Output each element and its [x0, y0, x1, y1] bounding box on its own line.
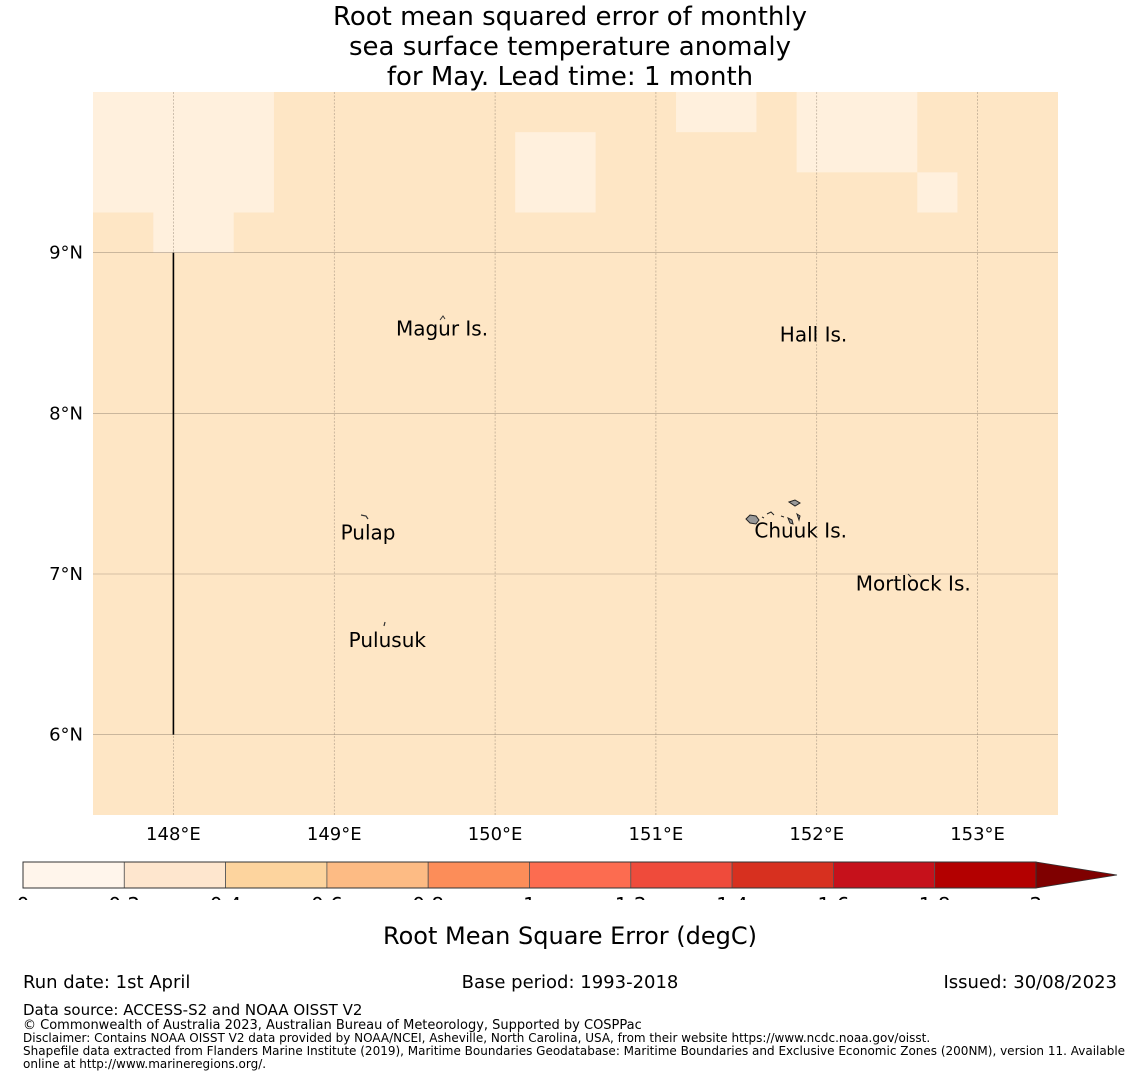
colorbar-tick-label: 0: [17, 893, 30, 900]
issued-date: Issued: 30/08/2023: [943, 972, 1117, 993]
colorbar-segment: [427, 861, 530, 889]
place-label: Hall Is.: [780, 323, 847, 347]
base-period: Base period: 1993-2018: [461, 972, 679, 993]
colorbar-tick-label: 0.2: [108, 893, 140, 900]
place-labels: Magur Is. Hall Is. Pulap Chuuk Is. Mortlock …: [341, 316, 971, 652]
colorbar-segment: [326, 861, 429, 889]
low-error-cell: [796, 92, 918, 173]
colorbar-segment: [833, 861, 936, 889]
colorbar-tick-label: 0.4: [210, 893, 242, 900]
place-label: Pulap: [341, 520, 396, 544]
shapefile-credit-line-2: online at http://www.marineregions.org/.: [23, 1057, 267, 1071]
title-line-1: Root mean squared error of monthly: [332, 2, 808, 32]
map-figure: Magur Is. Hall Is. Pulap Chuuk Is. Mortlock …: [17, 92, 1118, 900]
latitude-tick-label: 6°N: [49, 725, 83, 746]
chart-title: Root mean squared error of monthly sea s…: [0, 2, 1140, 92]
disclaimer: Disclaimer: Contains NOAA OISST V2 data …: [23, 1031, 931, 1045]
colorbar-extend-arrow: [1035, 861, 1118, 889]
run-date: Run date: 1st April: [23, 972, 191, 993]
latitude-tick-label: 7°N: [49, 564, 83, 585]
longitude-tick-label: 151°E: [629, 824, 684, 845]
island-magur: [439, 315, 446, 321]
place-label: Chuuk Is.: [754, 519, 847, 543]
latitude-tick-label: 8°N: [49, 403, 83, 424]
colorbar-outline: [22, 861, 1037, 889]
low-error-cell: [515, 132, 596, 213]
colorbar-segment: [630, 861, 733, 889]
island-chuuk-3: [761, 511, 785, 519]
latitude-tick-label: 9°N: [49, 243, 83, 264]
colorbar-tick-label: 0.6: [311, 893, 343, 900]
longitude-tick-label: 153°E: [950, 824, 1005, 845]
colorbar-label: Root Mean Square Error (degC): [383, 922, 757, 950]
place-label: Pulusuk: [349, 628, 427, 652]
longitude-tick-label: 148°E: [146, 824, 201, 845]
colorbar-segment: [225, 861, 328, 889]
longitude-tick-label: 149°E: [307, 824, 362, 845]
longitude-labels: 148°E 149°E 150°E 151°E 152°E 153°E: [146, 824, 1005, 845]
latitude-labels: 9°N 8°N 7°N 6°N: [49, 243, 83, 746]
place-label: Magur Is.: [396, 316, 488, 340]
island-pulusuk: [383, 621, 386, 627]
low-error-cell: [676, 92, 757, 133]
colorbar-tick-label: 0.8: [412, 893, 444, 900]
colorbar: 0 0.2 0.4 0.6 0.8 1 1.2 1.4 1.6 1.8 2: [17, 861, 1118, 900]
longitude-tick-label: 152°E: [789, 824, 844, 845]
title-line-2: sea surface temperature anomaly: [349, 32, 791, 62]
colorbar-segment: [731, 861, 834, 889]
colorbar-tick-label: 1.2: [615, 893, 647, 900]
colorbar-tick-label: 1.8: [919, 893, 951, 900]
colorbar-segment: [22, 861, 125, 889]
colorbar-tick-label: 1.6: [817, 893, 849, 900]
title-line-3: for May. Lead time: 1 month: [386, 62, 754, 92]
data-source: Data source: ACCESS-S2 and NOAA OISST V2: [23, 1001, 363, 1019]
colorbar-segment: [529, 861, 632, 889]
low-error-cell: [93, 92, 274, 213]
island-chuuk-4: [787, 512, 801, 525]
shapefile-credit-line-1: Shapefile data extracted from Flanders M…: [23, 1044, 1126, 1058]
low-error-cell: [917, 172, 958, 213]
colorbar-tick-label: 2: [1030, 893, 1043, 900]
longitude-tick-label: 150°E: [468, 824, 523, 845]
island-chuuk-2: [787, 499, 801, 507]
colorbar-segment: [934, 861, 1037, 889]
low-error-cell: [153, 212, 234, 253]
colorbar-segment: [123, 861, 227, 889]
island-pulap: [360, 514, 369, 520]
copyright: © Commonwealth of Australia 2023, Austra…: [23, 1018, 642, 1033]
colorbar-tick-label: 1: [523, 893, 536, 900]
place-label: Mortlock Is.: [856, 572, 971, 596]
island-chuuk-1: [745, 514, 760, 525]
island-mortlock: [907, 573, 912, 578]
island-outlines: [360, 315, 912, 627]
colorbar-tick-label: 1.4: [716, 893, 748, 900]
